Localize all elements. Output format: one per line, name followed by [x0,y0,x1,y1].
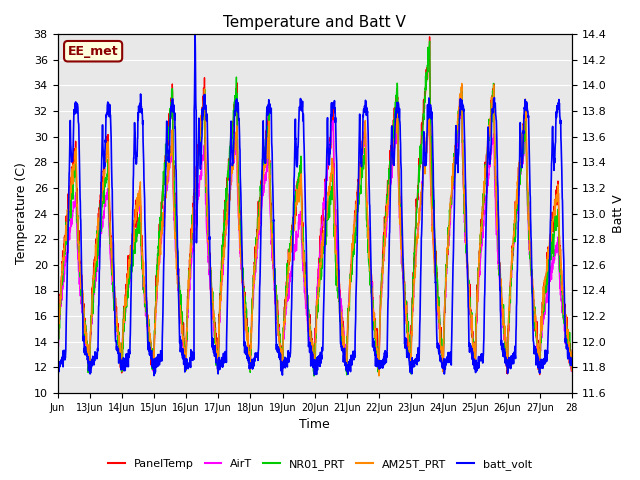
PanelTemp [105,182,113,188]
PanelTemp [536,372,543,377]
batt_volt [568,361,576,367]
AirT [54,368,61,373]
PanelTemp [470,339,477,345]
PanelTemp [499,311,506,317]
NR01_PRT [54,370,61,376]
PanelTemp [216,290,224,296]
AirT [499,311,506,317]
Line: AM25T_PRT: AM25T_PRT [58,84,572,376]
AirT [105,225,113,230]
batt_volt [216,360,224,366]
PanelTemp [568,352,576,358]
AM25T_PRT [346,300,353,306]
batt_volt [54,367,61,372]
PanelTemp [346,293,353,299]
X-axis label: Time: Time [300,419,330,432]
AirT [470,347,477,352]
PanelTemp [561,312,569,318]
batt_volt [470,356,477,362]
AM25T_PRT [568,359,576,364]
PanelTemp [426,34,433,40]
AM25T_PRT [105,185,113,191]
batt_volt [105,103,113,108]
AirT [311,369,319,375]
batt_volt [561,316,569,322]
Line: NR01_PRT: NR01_PRT [58,41,572,376]
AirT [346,290,353,296]
AM25T_PRT [470,343,477,349]
NR01_PRT [346,308,353,313]
AirT [458,96,465,102]
AM25T_PRT [216,297,224,303]
Legend: PanelTemp, AirT, NR01_PRT, AM25T_PRT, batt_volt: PanelTemp, AirT, NR01_PRT, AM25T_PRT, ba… [104,455,536,474]
AM25T_PRT [561,312,569,318]
Title: Temperature and Batt V: Temperature and Batt V [223,15,406,30]
Line: PanelTemp: PanelTemp [58,37,572,374]
AM25T_PRT [375,373,383,379]
batt_volt [150,372,158,378]
NR01_PRT [426,38,433,44]
AirT [568,364,576,370]
batt_volt [499,349,506,355]
AirT [561,325,569,331]
NR01_PRT [216,307,224,313]
AM25T_PRT [458,81,465,86]
NR01_PRT [310,373,317,379]
Line: AirT: AirT [58,99,572,372]
Line: batt_volt: batt_volt [58,34,572,375]
NR01_PRT [105,204,113,209]
NR01_PRT [470,352,477,358]
Y-axis label: Batt V: Batt V [612,194,625,233]
batt_volt [346,362,353,368]
NR01_PRT [568,361,576,367]
NR01_PRT [561,321,569,326]
batt_volt [191,31,199,37]
AM25T_PRT [54,364,61,370]
AM25T_PRT [499,309,506,315]
Text: EE_met: EE_met [68,45,118,58]
AirT [216,313,224,319]
PanelTemp [54,354,61,360]
NR01_PRT [499,302,506,308]
Y-axis label: Temperature (C): Temperature (C) [15,163,28,264]
